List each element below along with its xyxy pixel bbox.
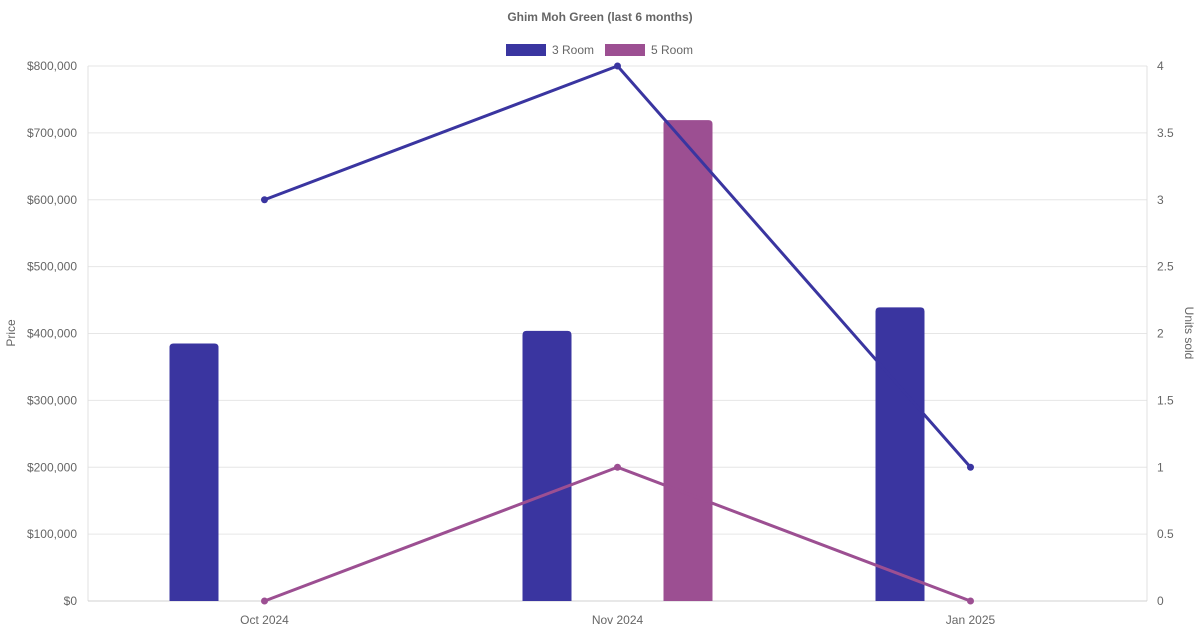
- right-tick-label: 4: [1157, 59, 1164, 73]
- bar-5-room: [663, 120, 713, 601]
- left-tick-label: $200,000: [27, 460, 77, 474]
- left-tick-label: $0: [64, 594, 78, 608]
- line-point: [261, 196, 268, 204]
- legend-label: 3 Room: [552, 43, 594, 57]
- x-tick-label: Jan 2025: [946, 613, 996, 627]
- chart-title: Ghim Moh Green (last 6 months): [507, 10, 692, 24]
- right-y-axis: 0 0.5 1 1.5 2 2.5 3 3.5 4: [1157, 59, 1174, 608]
- line-point: [967, 463, 974, 471]
- left-tick-label: $500,000: [27, 260, 77, 274]
- left-tick-label: $300,000: [27, 393, 77, 407]
- right-tick-label: 0.5: [1157, 527, 1174, 541]
- bar-3-room: [522, 330, 572, 601]
- legend-swatch: [506, 44, 546, 56]
- legend-item-3-room[interactable]: 3 Room: [506, 43, 594, 57]
- line-point: [261, 597, 268, 605]
- x-tick-label: Oct 2024: [240, 613, 289, 627]
- line-point: [967, 597, 974, 605]
- legend-item-5-room[interactable]: 5 Room: [605, 43, 693, 57]
- line-point: [614, 463, 621, 471]
- left-tick-label: $400,000: [27, 327, 77, 341]
- left-tick-label: $700,000: [27, 126, 77, 140]
- x-axis: Oct 2024 Nov 2024 Jan 2025: [240, 613, 995, 627]
- left-tick-label: $800,000: [27, 59, 77, 73]
- bar-3-room: [169, 343, 219, 601]
- right-tick-label: 0: [1157, 594, 1164, 608]
- right-tick-label: 2: [1157, 327, 1164, 341]
- chart-legend: 3 Room 5 Room: [506, 43, 693, 57]
- legend-swatch: [605, 44, 645, 56]
- right-tick-label: 1.5: [1157, 393, 1174, 407]
- left-tick-label: $600,000: [27, 193, 77, 207]
- grid-lines: [87, 65, 1148, 602]
- legend-label: 5 Room: [651, 43, 693, 57]
- right-tick-label: 3.5: [1157, 126, 1174, 140]
- line-point: [614, 62, 621, 70]
- right-tick-label: 1: [1157, 460, 1164, 474]
- price-bars: [169, 120, 925, 601]
- left-y-axis: $0 $100,000 $200,000 $300,000 $400,000 $500,0…: [27, 59, 77, 608]
- bar-3-room: [875, 307, 925, 601]
- x-tick-label: Nov 2024: [592, 613, 644, 627]
- right-tick-label: 3: [1157, 193, 1164, 207]
- units-lines: [261, 62, 974, 605]
- left-axis-label: Price: [4, 319, 18, 347]
- left-tick-label: $100,000: [27, 527, 77, 541]
- right-tick-label: 2.5: [1157, 260, 1174, 274]
- right-axis-label: Units sold: [1182, 307, 1196, 360]
